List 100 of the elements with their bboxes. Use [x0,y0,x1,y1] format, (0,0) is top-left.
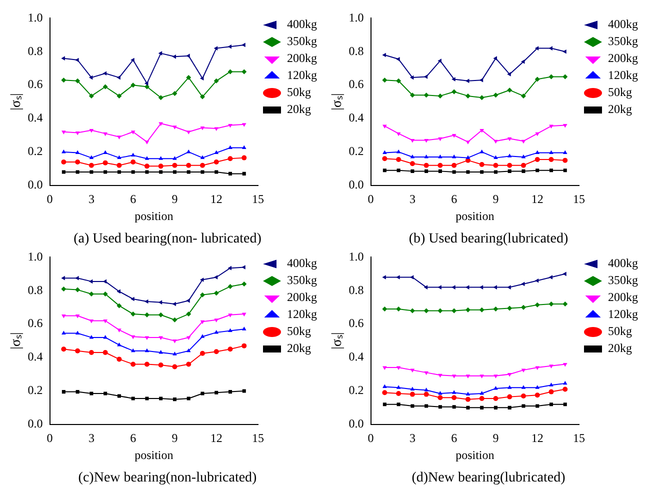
point [534,302,540,308]
legend-label: 20kg [287,102,311,116]
legend-label: 350kg [608,273,638,288]
point [410,404,414,408]
point [494,374,498,378]
point [76,170,80,174]
point [130,362,136,367]
point [62,130,66,134]
point [507,137,512,142]
point [116,93,122,98]
x-tick-label: 9 [172,430,178,445]
y-tick-label: 1.0 [348,249,364,264]
point [102,291,108,296]
point [159,170,163,174]
point [172,302,176,306]
point [172,156,177,160]
point [116,356,122,362]
point [396,132,401,136]
text: (a) Used bearing(non- lubricated) [74,231,262,246]
point [507,154,512,158]
point [102,350,108,356]
point [466,392,470,396]
point [508,406,512,410]
point [61,78,66,83]
y-axis-title: |σₛ| [9,332,24,350]
point [520,60,525,64]
point [158,362,164,368]
point [438,169,442,173]
y-tick-label: 1.0 [28,10,43,24]
point [452,285,456,290]
point [88,291,94,296]
point [158,51,162,56]
point [479,162,484,167]
point [200,126,205,130]
point [438,390,442,395]
point [479,285,484,290]
point [214,78,219,84]
y-tick-label: 0.4 [348,110,364,125]
point [75,58,79,62]
point [130,348,136,352]
legend-label: 20kg [608,341,632,356]
point [116,75,120,80]
point [424,92,429,98]
point [61,346,66,352]
point [90,170,94,174]
x-tick-label: 0 [46,430,53,445]
y-tick-label: 0.8 [348,44,364,58]
point [424,308,429,314]
point [75,78,80,84]
point [382,366,387,370]
point [214,159,219,164]
point [214,349,219,354]
point [382,306,388,312]
legend-label: 350kg [287,34,317,48]
point [200,76,204,81]
point [172,317,178,322]
point [144,336,150,340]
point [480,390,484,395]
point [117,155,122,160]
legend-label: 200kg [608,290,638,304]
y-tick-label: 0.6 [348,316,364,330]
point [200,350,205,356]
x-tick-label: 0 [368,430,374,445]
y-axis-title: |σₛ| [9,93,24,110]
point [62,330,66,335]
point [242,281,247,286]
point [228,390,232,394]
point [130,130,136,134]
point [130,296,134,302]
x-tick-label: 12 [210,430,222,445]
point [214,318,219,322]
point [90,392,94,396]
point [144,299,148,304]
legend-label: 120kg [287,68,317,82]
point [186,348,191,352]
point [480,149,484,154]
y-tick-label: 0.2 [348,144,364,158]
point [493,56,497,60]
point [61,286,66,292]
point [493,285,497,290]
point [103,334,108,339]
point [494,386,498,390]
point [172,170,176,174]
point [144,140,150,144]
y-tick-label: 1.0 [28,249,43,264]
point [116,162,122,168]
x-tick-label: 15 [252,430,264,445]
point [242,343,247,348]
point [158,350,164,354]
point [562,302,568,307]
x-tick-label: 9 [172,192,178,206]
point [494,155,498,160]
point [494,140,498,144]
point [382,168,386,172]
point [242,326,246,330]
point [508,169,512,173]
point [438,58,442,63]
point [549,168,554,172]
point [228,266,232,270]
point [158,336,164,340]
